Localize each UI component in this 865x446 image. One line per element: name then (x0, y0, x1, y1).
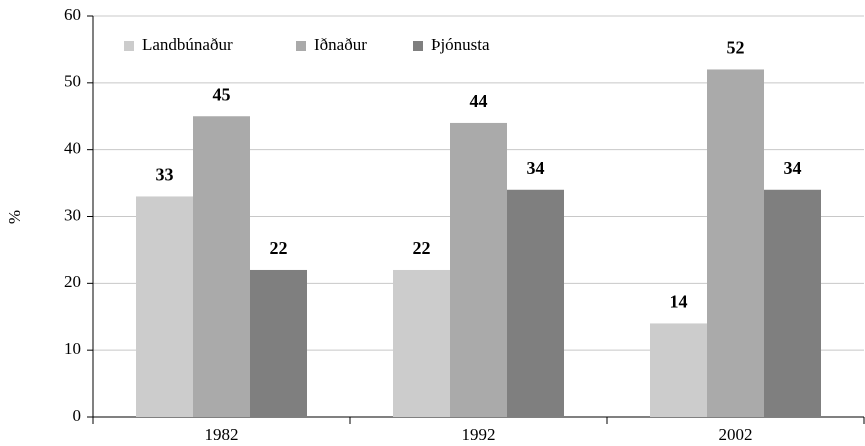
data-label: 14 (670, 292, 688, 312)
data-label: 52 (727, 38, 745, 58)
legend-label: Þjónusta (431, 35, 490, 54)
bar (250, 269, 307, 417)
bar (193, 116, 250, 417)
y-tick-label: 40 (64, 139, 81, 158)
legend-swatch (124, 41, 134, 51)
data-label: 22 (413, 238, 431, 258)
data-label: 34 (527, 158, 545, 178)
bar (450, 122, 507, 417)
legend-swatch (296, 41, 306, 51)
x-tick-label: 1982 (205, 425, 239, 444)
y-tick-label: 30 (64, 205, 81, 224)
y-axis-label: % (5, 210, 24, 224)
bar (707, 69, 764, 417)
bar (650, 323, 707, 417)
y-tick-label: 0 (73, 406, 82, 425)
y-tick-label: 60 (64, 5, 81, 24)
data-label: 34 (784, 158, 802, 178)
legend-label: Landbúnaður (142, 35, 233, 54)
x-tick-label: 1992 (462, 425, 496, 444)
data-label: 44 (470, 91, 488, 111)
data-label: 22 (270, 238, 288, 258)
bar (764, 189, 821, 417)
data-label: 45 (213, 84, 231, 104)
y-tick-label: 10 (64, 339, 81, 358)
bar (136, 196, 193, 417)
data-label: 33 (156, 165, 174, 185)
bar (393, 269, 450, 417)
x-tick-label: 2002 (719, 425, 753, 444)
y-tick-label: 50 (64, 72, 81, 91)
bar (507, 189, 564, 417)
legend-swatch (413, 41, 423, 51)
y-tick-label: 20 (64, 272, 81, 291)
legend-label: Iðnaður (314, 35, 367, 54)
